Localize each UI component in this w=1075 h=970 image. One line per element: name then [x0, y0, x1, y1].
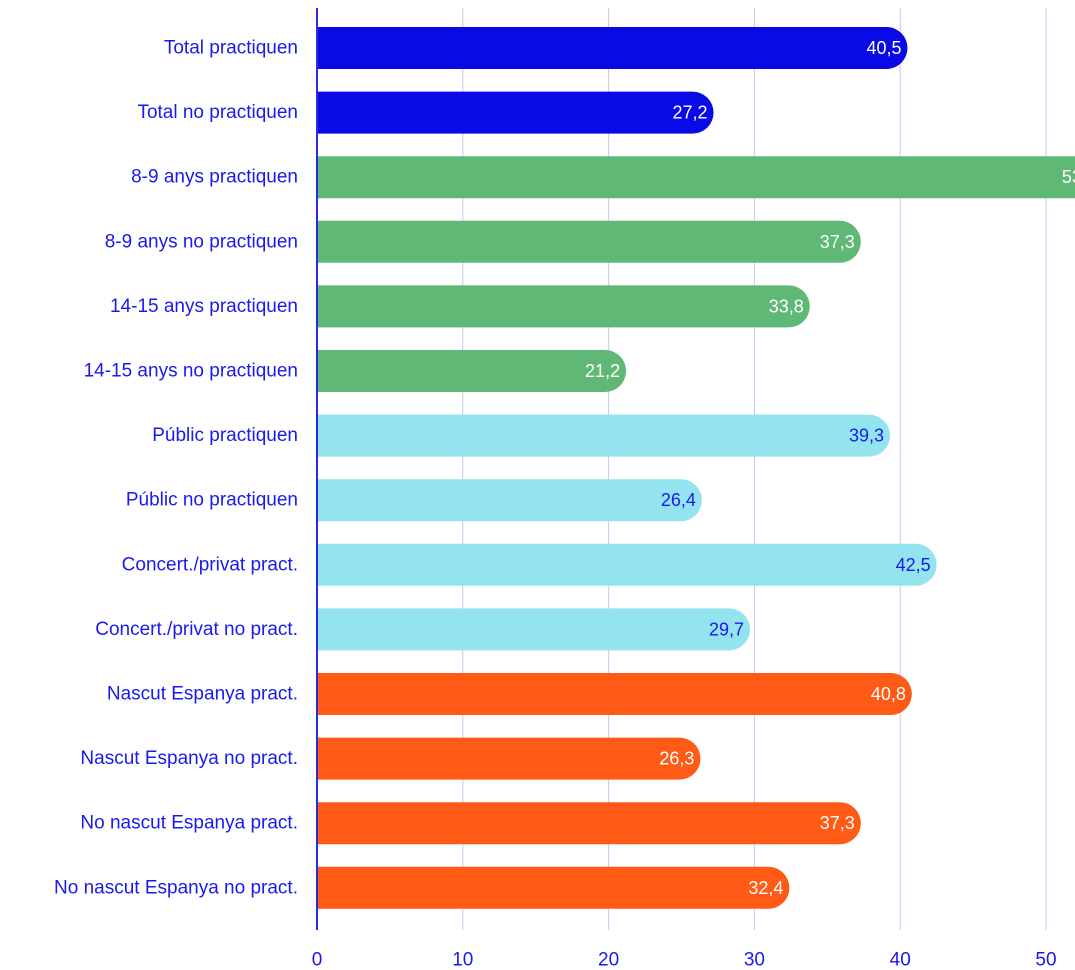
- bar: [317, 802, 861, 845]
- category-label: No nascut Espanya no pract.: [54, 877, 298, 898]
- bar: [317, 27, 908, 69]
- value-label: 37,3: [820, 813, 855, 833]
- bar: [317, 608, 751, 651]
- bar: [317, 737, 701, 780]
- value-label: 33,8: [769, 296, 804, 316]
- bar: [317, 414, 890, 457]
- category-label: Total practiquen: [164, 38, 298, 59]
- category-label: 8-9 anys practiquen: [131, 167, 298, 188]
- bar: [317, 285, 810, 328]
- x-tick-label: 10: [452, 950, 473, 970]
- category-label: No nascut Espanya pract.: [80, 813, 298, 834]
- bar: [317, 866, 790, 909]
- value-label: 42,5: [896, 555, 931, 575]
- bar: [317, 91, 714, 134]
- bar: [317, 350, 627, 392]
- x-tick-label: 20: [598, 950, 619, 970]
- x-tick-label: 0: [312, 950, 323, 970]
- value-label: 53,9: [1062, 167, 1075, 187]
- bar: [317, 156, 1075, 199]
- bar: [317, 220, 861, 263]
- category-label: 14-15 anys no practiquen: [84, 361, 298, 382]
- bar: [317, 543, 937, 586]
- category-label: 14-15 anys practiquen: [110, 296, 298, 317]
- bars: [317, 27, 1075, 909]
- category-label: Nascut Espanya no pract.: [80, 748, 298, 769]
- x-tick-label: 50: [1035, 950, 1056, 970]
- category-label: Concert./privat no pract.: [95, 619, 298, 640]
- category-label: Públic no practiquen: [126, 490, 298, 511]
- category-label: Nascut Espanya pract.: [107, 684, 298, 705]
- value-label: 40,8: [871, 684, 906, 704]
- category-labels: Total practiquen Total no practiquen 8-9 a…: [54, 38, 298, 899]
- value-label: 21,2: [585, 361, 620, 381]
- value-label: 29,7: [709, 619, 744, 639]
- category-label: Públic practiquen: [152, 425, 298, 446]
- value-label: 32,4: [748, 878, 783, 898]
- x-tick-label: 40: [890, 950, 911, 970]
- x-tick-labels: 0 10 20 30 40 50: [312, 950, 1057, 970]
- category-label: Total no practiquen: [137, 102, 298, 123]
- value-label: 40,5: [866, 38, 901, 58]
- x-tick-label: 30: [744, 950, 765, 970]
- category-label: 8-9 anys no practiquen: [105, 231, 298, 252]
- bar: [317, 479, 702, 522]
- value-label: 26,4: [661, 490, 696, 510]
- gridlines: [462, 8, 1047, 930]
- bar: [317, 673, 912, 715]
- value-label: 26,3: [659, 749, 694, 769]
- value-labels: 40,5 27,2 53,9 37,3 33,8 21,2 39,3 26,4 42,5 29,7…: [585, 38, 1075, 898]
- value-label: 39,3: [849, 426, 884, 446]
- value-label: 37,3: [820, 232, 855, 252]
- value-label: 27,2: [673, 103, 708, 123]
- category-label: Concert./privat pract.: [122, 554, 298, 575]
